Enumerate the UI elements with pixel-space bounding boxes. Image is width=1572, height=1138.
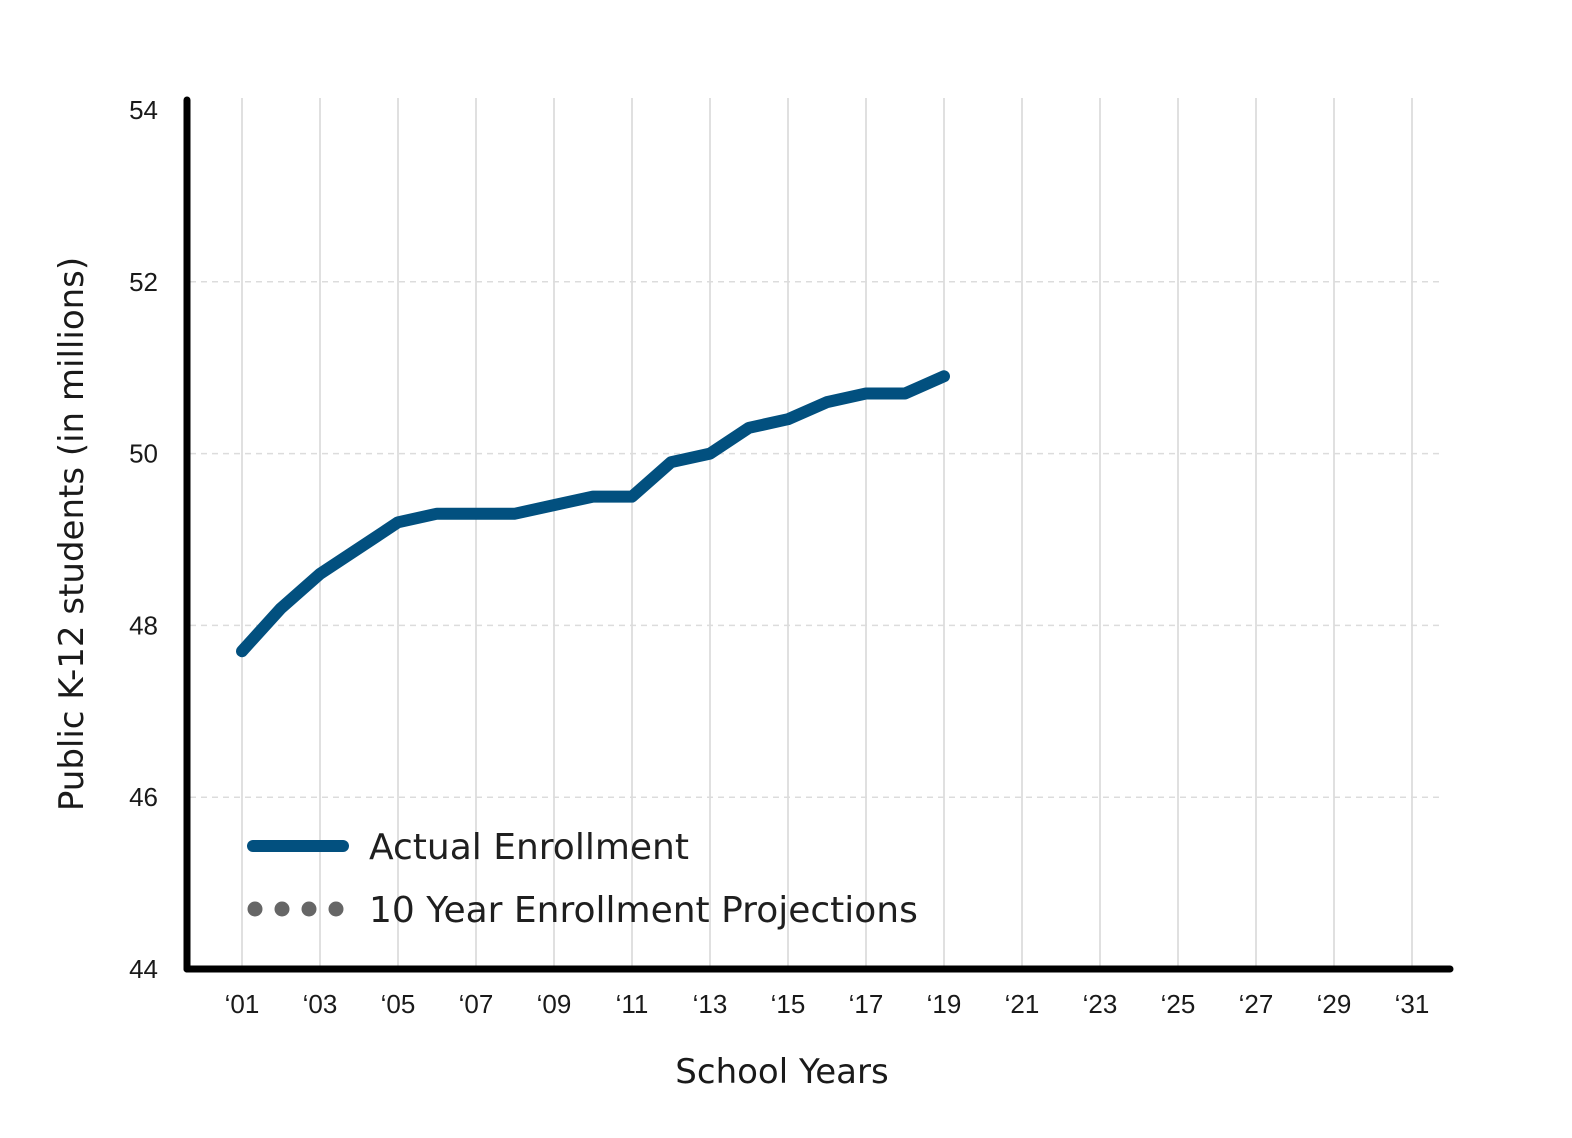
y-tick-label: 46: [129, 782, 158, 812]
y-tick-label: 52: [129, 267, 158, 297]
x-tick-label: ‘19: [927, 989, 962, 1019]
legend-projection-label: 10 Year Enrollment Projections: [369, 890, 918, 931]
series-layer: [236, 370, 950, 658]
x-tick-label: ‘07: [459, 989, 494, 1019]
x-tick-label: ‘05: [381, 989, 416, 1019]
y-axis-title: Public K-12 students (in millions): [52, 257, 92, 811]
y-tick-label: 44: [129, 954, 158, 984]
x-axis-title: School Years: [675, 1052, 888, 1092]
x-tick-label: ‘31: [1395, 989, 1430, 1019]
x-tick-label: ‘13: [693, 989, 728, 1019]
vertical-gridlines: [241, 98, 1413, 966]
x-tick-label: ‘21: [1005, 989, 1040, 1019]
x-tick-label: ‘27: [1239, 989, 1274, 1019]
legend-projection-swatch: [247, 901, 344, 917]
legend: Actual Enrollment 10 Year Enrollment Pro…: [247, 827, 918, 931]
x-tick-label: ‘25: [1161, 989, 1196, 1019]
x-tick-label: ‘15: [771, 989, 806, 1019]
x-tick-label: ‘11: [616, 989, 649, 1019]
x-tick-label: ‘03: [303, 989, 338, 1019]
legend-actual-label: Actual Enrollment: [369, 827, 689, 868]
x-tick-label: ‘29: [1317, 989, 1352, 1019]
x-tick-label: ‘17: [849, 989, 884, 1019]
x-tick-labels: ‘01 ‘03 ‘05 ‘07 ‘09 ‘11 ‘13 ‘15 ‘17 ‘19 ‘21 ‘23 ‘25 ‘…: [225, 989, 1430, 1019]
x-tick-label: ‘01: [225, 989, 260, 1019]
y-tick-label: 48: [129, 610, 158, 640]
y-tick-labels: 44 46 48 50 52 54: [129, 95, 158, 984]
x-tick-label: ‘09: [537, 989, 572, 1019]
y-tick-label: 50: [129, 439, 158, 469]
series-line-actual-enrollment: [236, 370, 950, 658]
y-tick-label: 54: [129, 95, 158, 125]
x-tick-label: ‘23: [1083, 989, 1118, 1019]
